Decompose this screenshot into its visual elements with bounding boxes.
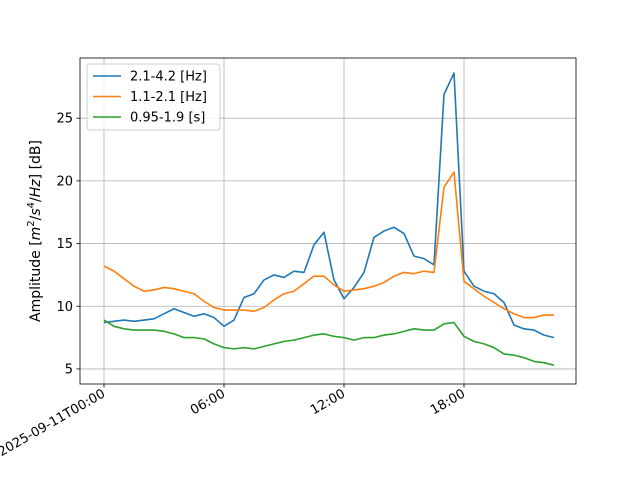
y-tick-label: 20 — [56, 174, 73, 189]
plot-lines — [103, 72, 555, 366]
series-line-3 — [103, 319, 555, 366]
y-axis: 5 10 15 20 25 — [56, 112, 80, 377]
y-tick-label: 25 — [56, 112, 73, 127]
y-tick-label: 5 — [65, 362, 73, 377]
series-line-2 — [103, 171, 554, 319]
y-tick-label: 15 — [56, 237, 73, 252]
axes-frame — [79, 57, 577, 385]
series-line-1 — [103, 72, 555, 339]
y-tick-label: 10 — [56, 300, 73, 315]
legend-label-2: 1.1-2.1 [Hz] — [130, 90, 207, 105]
legend-label-3: 0.95-1.9 [s] — [130, 111, 205, 126]
legend-box — [86, 63, 221, 131]
y-axis-label: Amplitude [m2/s4/Hz] [dB] — [26, 140, 44, 322]
legend: 2.1-4.2 [Hz] 1.1-2.1 [Hz] 0.95-1.9 [s] — [86, 63, 221, 131]
legend-label-1: 2.1-4.2 [Hz] — [130, 70, 207, 85]
